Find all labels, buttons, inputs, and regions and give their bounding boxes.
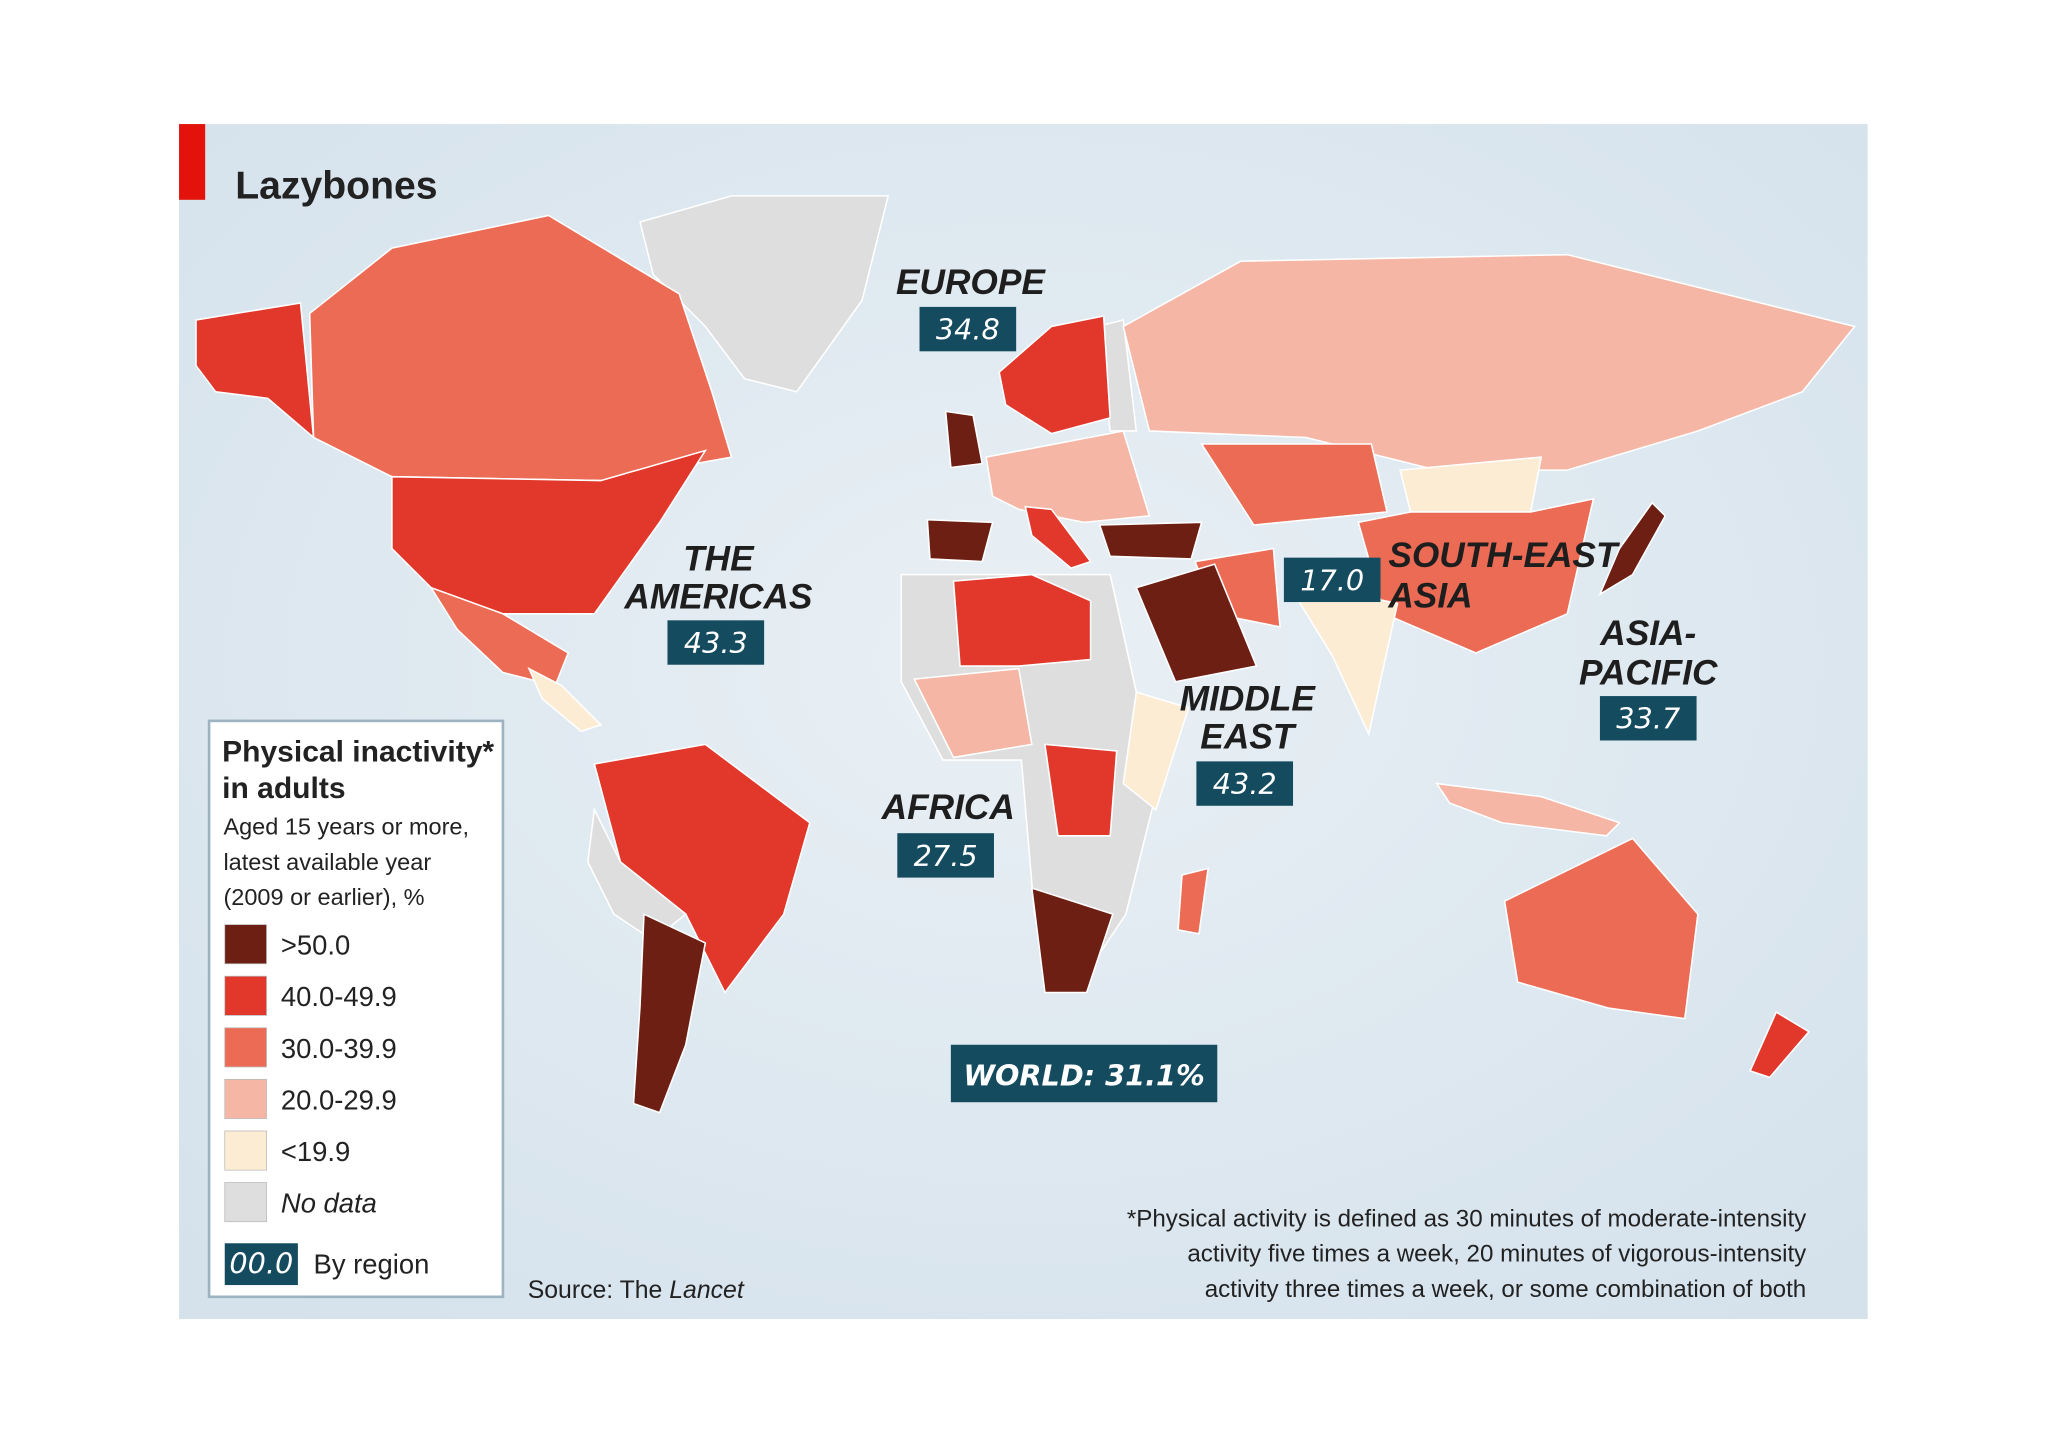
region-value: 33.7 bbox=[1616, 702, 1680, 736]
region-value-box bbox=[667, 620, 765, 665]
legend-label: 20.0-29.9 bbox=[281, 1084, 397, 1115]
world-value: WORLD: 31.1% bbox=[963, 1058, 1204, 1092]
source: Source: The Lancet bbox=[528, 1277, 745, 1304]
region-value: 43.3 bbox=[684, 626, 748, 660]
new-zealand bbox=[1749, 1010, 1811, 1079]
legend-title: in adults bbox=[222, 772, 345, 805]
world-box bbox=[950, 1044, 1218, 1103]
italy bbox=[1024, 505, 1092, 569]
indonesia bbox=[1435, 782, 1621, 837]
china bbox=[1357, 497, 1595, 654]
region-name: EUROPE bbox=[896, 263, 1046, 302]
legend-swatch bbox=[224, 1130, 267, 1171]
alaska bbox=[195, 302, 315, 440]
footnote-line: activity five times a week, 20 minutes o… bbox=[1187, 1241, 1807, 1268]
region-value: 27.5 bbox=[914, 839, 978, 873]
legend-swatch bbox=[224, 1027, 267, 1068]
region-name: AMERICAS bbox=[623, 578, 812, 617]
region-value: 34.8 bbox=[936, 313, 1000, 347]
title: Lazybones bbox=[235, 165, 437, 208]
north-africa bbox=[952, 573, 1092, 667]
region-value: 43.2 bbox=[1213, 767, 1277, 801]
canada bbox=[308, 214, 733, 482]
turkey bbox=[1098, 521, 1203, 560]
region-value-box bbox=[1196, 761, 1294, 806]
region-name: PACIFIC bbox=[1579, 653, 1718, 692]
arabia bbox=[1135, 563, 1258, 683]
legend-label: <19.9 bbox=[281, 1136, 350, 1167]
legend-swatch bbox=[224, 924, 267, 965]
footnote-line: *Physical activity is defined as 30 minu… bbox=[1127, 1205, 1807, 1232]
region-name: AFRICA bbox=[881, 788, 1015, 827]
region-name: SOUTH-EAST bbox=[1388, 536, 1621, 575]
legend-subtitle: (2009 or earlier), % bbox=[223, 884, 424, 910]
region-name: ASIA- bbox=[1599, 614, 1696, 653]
region-name: MIDDLE bbox=[1180, 679, 1317, 718]
region-value: 17.0 bbox=[1300, 563, 1364, 597]
legend: Physical inactivity* in adults Aged 15 yea… bbox=[222, 735, 494, 1286]
region-name: THE bbox=[683, 540, 755, 579]
legend-title: Physical inactivity* bbox=[222, 735, 494, 768]
region-value-box bbox=[1283, 557, 1381, 603]
legend-swatch bbox=[224, 1182, 267, 1223]
madagascar bbox=[1177, 867, 1210, 935]
legend-region-swatch bbox=[224, 1243, 298, 1286]
region-value-box bbox=[919, 306, 1017, 352]
legend-swatch bbox=[224, 1078, 267, 1119]
footnote-line: activity three times a week, or some com… bbox=[1205, 1276, 1807, 1303]
europe-central bbox=[985, 430, 1151, 524]
britain bbox=[944, 410, 984, 469]
spain bbox=[926, 518, 994, 563]
source-prefix: Source: The bbox=[528, 1277, 663, 1304]
central-africa bbox=[1043, 743, 1118, 837]
legend-swatch bbox=[224, 975, 267, 1016]
central-america bbox=[527, 666, 603, 733]
legend-region-label: By region bbox=[314, 1248, 430, 1279]
region-name: EAST bbox=[1200, 717, 1297, 756]
title-accent bbox=[179, 124, 206, 200]
legend-subtitle: Aged 15 years or more, bbox=[223, 814, 469, 840]
west-africa bbox=[913, 667, 1033, 759]
japan bbox=[1598, 501, 1667, 597]
world-map bbox=[195, 195, 1856, 1114]
legend-label: No data bbox=[281, 1188, 377, 1219]
south-africa bbox=[1030, 886, 1114, 994]
footnote: *Physical activity is defined as 30 minu… bbox=[1127, 1205, 1807, 1303]
legend-region-sample: 00.0 bbox=[229, 1246, 293, 1280]
argentina bbox=[632, 912, 707, 1114]
region-name: ASIA bbox=[1387, 576, 1472, 615]
legend-label: 40.0-49.9 bbox=[281, 981, 397, 1012]
scandinavia bbox=[998, 315, 1112, 435]
kazakhstan bbox=[1200, 443, 1389, 526]
legend-label: 30.0-39.9 bbox=[281, 1033, 397, 1064]
usa bbox=[391, 449, 708, 615]
legend-label: >50.0 bbox=[281, 930, 350, 961]
russia bbox=[1122, 253, 1856, 471]
legend-subtitle: latest available year bbox=[223, 849, 431, 875]
region-value-box bbox=[1599, 696, 1697, 741]
east-africa bbox=[1122, 691, 1190, 812]
source-publication: Lancet bbox=[669, 1277, 745, 1304]
region-value-box bbox=[897, 833, 994, 878]
australia bbox=[1503, 837, 1699, 1020]
